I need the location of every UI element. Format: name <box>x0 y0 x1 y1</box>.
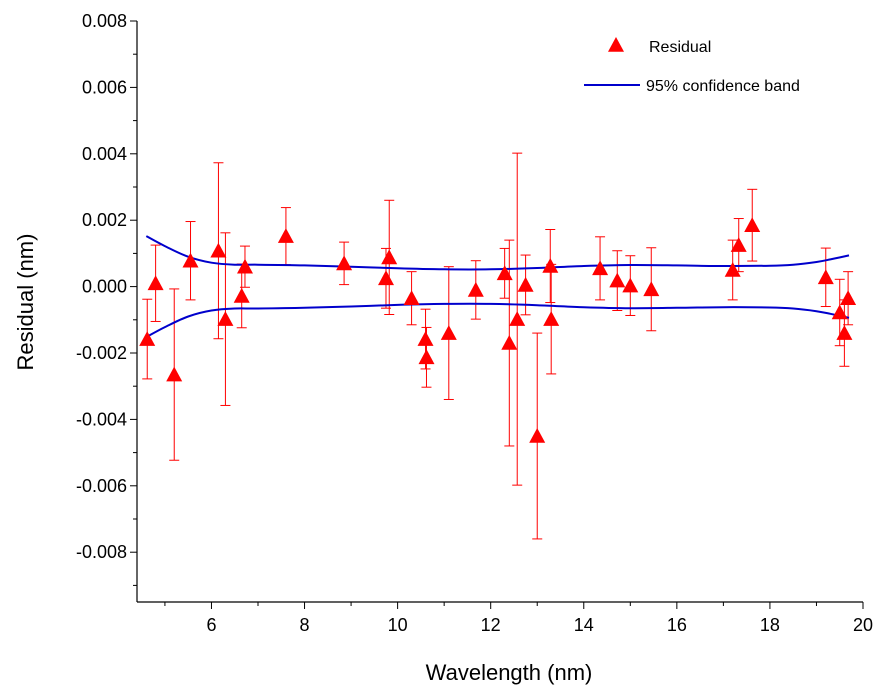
confidence-band-group <box>145 235 850 338</box>
axes-group <box>130 20 864 609</box>
x-tick-label: 12 <box>481 615 501 635</box>
residual-point <box>233 287 250 303</box>
residual-point <box>542 258 559 273</box>
residual-point <box>166 366 183 382</box>
residual-point <box>139 331 156 346</box>
residual-point <box>840 290 857 305</box>
confidence-band-lower <box>145 302 850 338</box>
residual-point <box>403 290 420 305</box>
y-tick-label: -0.006 <box>76 476 127 496</box>
residual-point <box>418 349 435 365</box>
residual-point <box>724 262 741 277</box>
residual-point <box>543 311 560 326</box>
x-tick-label: 20 <box>853 615 873 635</box>
residual-point <box>210 242 227 258</box>
x-tick-label: 18 <box>760 615 780 635</box>
residual-point <box>609 272 626 288</box>
residual-point <box>381 249 398 265</box>
residual-point <box>643 281 660 297</box>
y-tick-label: -0.002 <box>76 343 127 363</box>
y-tick-label: 0.004 <box>82 144 127 164</box>
residual-point <box>622 277 639 293</box>
y-tick-label: 0.006 <box>82 77 127 97</box>
residual-point <box>744 217 761 232</box>
residual-point <box>417 331 434 346</box>
residual-point <box>217 311 234 326</box>
y-axis-title: Residual (nm) <box>13 234 38 371</box>
residual-points-group <box>139 217 857 443</box>
tick-labels-group: 6 8 10 12 14 16 18 20 -0.008 -0.006 -0.004 -0.002 0.… <box>76 11 873 635</box>
residual-point <box>277 228 294 243</box>
residual-point <box>147 275 164 291</box>
residual-point <box>237 258 253 274</box>
residual-point <box>836 325 853 340</box>
residual-point <box>467 281 484 297</box>
legend-label-residual: Residual <box>649 39 711 56</box>
residual-point <box>831 304 848 320</box>
errorbars-group <box>142 152 854 540</box>
x-tick-label: 16 <box>667 615 687 635</box>
residual-point <box>501 335 518 350</box>
x-tick-label: 14 <box>574 615 594 635</box>
y-tick-label: 0.000 <box>82 277 127 297</box>
y-tick-label: 0.008 <box>82 11 127 31</box>
x-tick-label: 10 <box>388 615 408 635</box>
y-tick-label: -0.004 <box>76 409 127 429</box>
confidence-band-upper <box>145 235 850 271</box>
legend-label-confidence-band: 95% confidence band <box>646 78 800 95</box>
x-axis-title: Wavelength (nm) <box>426 660 593 685</box>
residual-point <box>336 255 353 271</box>
residual-point <box>517 276 534 292</box>
y-tick-label: 0.002 <box>82 210 127 230</box>
residual-point <box>378 270 394 286</box>
residual-point <box>182 252 199 268</box>
residual-point <box>730 237 747 252</box>
legend: Residual 95% confidence band <box>584 37 800 95</box>
residual-point <box>440 325 457 340</box>
legend-residual-marker-icon <box>608 37 624 52</box>
x-tick-label: 8 <box>300 615 310 635</box>
residual-point <box>817 269 834 285</box>
residual-point <box>592 260 609 276</box>
residual-point <box>529 428 546 443</box>
x-tick-label: 6 <box>206 615 216 635</box>
residual-point <box>509 311 526 326</box>
y-tick-label: -0.008 <box>76 542 127 562</box>
residual-point <box>496 265 513 281</box>
